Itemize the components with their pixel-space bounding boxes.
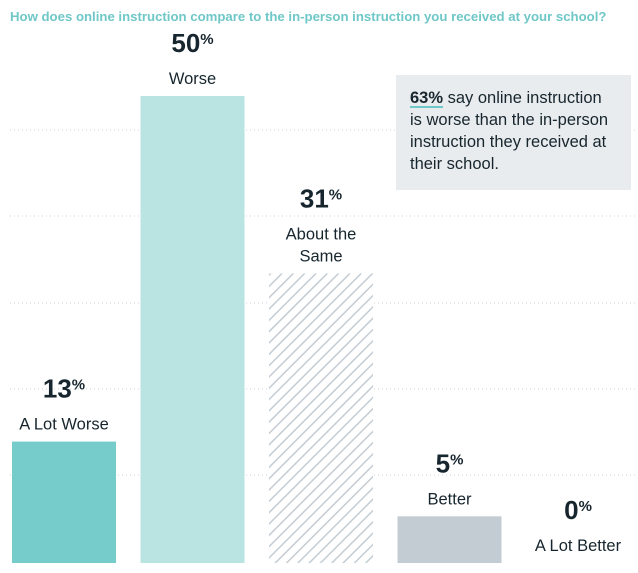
bar-0 [12, 441, 116, 563]
category-label-2-1: Same [299, 247, 342, 265]
value-label-4: 0% [564, 495, 592, 525]
callout-box: 63% say online instruction is worse than… [396, 75, 631, 190]
category-label-3: Better [427, 490, 472, 508]
bar-2 [269, 273, 373, 563]
category-label-0: A Lot Worse [19, 416, 109, 434]
category-label-4: A Lot Better [535, 537, 622, 555]
callout-text: say online instruction is worse than the… [410, 89, 609, 173]
bar-3 [397, 516, 502, 563]
value-label-0: 13% [43, 374, 85, 404]
value-label-2: 31% [300, 183, 342, 213]
bar-1 [140, 96, 245, 564]
category-label-1: Worse [169, 70, 216, 88]
chart-title: How does online instruction compare to t… [10, 9, 607, 24]
callout-highlight: 63% [410, 89, 444, 107]
value-label-3: 5% [436, 448, 464, 478]
category-label-2-0: About the [286, 225, 357, 243]
value-label-1: 50% [171, 28, 213, 58]
